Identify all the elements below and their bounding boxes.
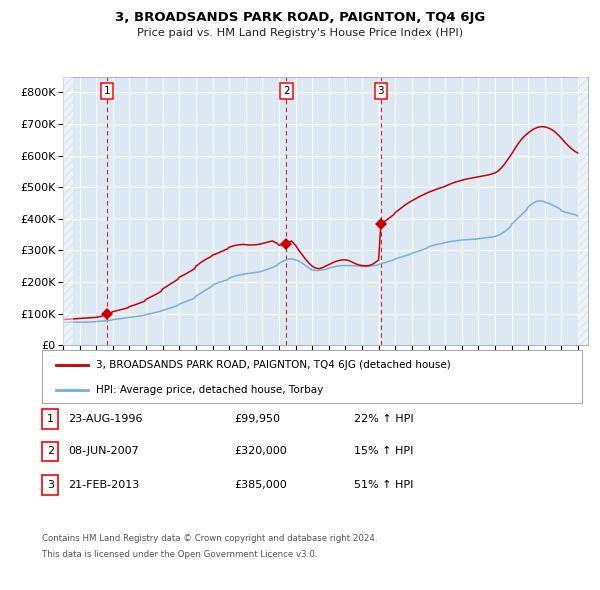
Bar [578, 77, 588, 345]
Text: 1: 1 [47, 414, 54, 424]
Text: 22% ↑ HPI: 22% ↑ HPI [354, 414, 413, 424]
Text: 2: 2 [47, 447, 54, 456]
Text: 3, BROADSANDS PARK ROAD, PAIGNTON, TQ4 6JG: 3, BROADSANDS PARK ROAD, PAIGNTON, TQ4 6… [115, 11, 485, 24]
Text: £99,950: £99,950 [234, 414, 280, 424]
Text: 3, BROADSANDS PARK ROAD, PAIGNTON, TQ4 6JG (detached house): 3, BROADSANDS PARK ROAD, PAIGNTON, TQ4 6… [96, 360, 451, 370]
Bar [63, 77, 73, 345]
Text: Price paid vs. HM Land Registry's House Price Index (HPI): Price paid vs. HM Land Registry's House … [137, 28, 463, 38]
Text: 1: 1 [104, 86, 110, 96]
Text: 23-AUG-1996: 23-AUG-1996 [68, 414, 142, 424]
FancyBboxPatch shape [43, 476, 58, 494]
Text: 2: 2 [283, 86, 290, 96]
FancyBboxPatch shape [43, 409, 58, 428]
Text: HPI: Average price, detached house, Torbay: HPI: Average price, detached house, Torb… [96, 385, 323, 395]
FancyBboxPatch shape [43, 442, 58, 461]
Text: 08-JUN-2007: 08-JUN-2007 [68, 447, 139, 456]
FancyBboxPatch shape [42, 350, 582, 403]
Text: 15% ↑ HPI: 15% ↑ HPI [354, 447, 413, 456]
Text: £320,000: £320,000 [234, 447, 287, 456]
Text: 21-FEB-2013: 21-FEB-2013 [68, 480, 139, 490]
Text: 3: 3 [47, 480, 54, 490]
Text: £385,000: £385,000 [234, 480, 287, 490]
Text: Contains HM Land Registry data © Crown copyright and database right 2024.: Contains HM Land Registry data © Crown c… [42, 534, 377, 543]
Text: 3: 3 [377, 86, 384, 96]
Text: 51% ↑ HPI: 51% ↑ HPI [354, 480, 413, 490]
Text: This data is licensed under the Open Government Licence v3.0.: This data is licensed under the Open Gov… [42, 550, 317, 559]
